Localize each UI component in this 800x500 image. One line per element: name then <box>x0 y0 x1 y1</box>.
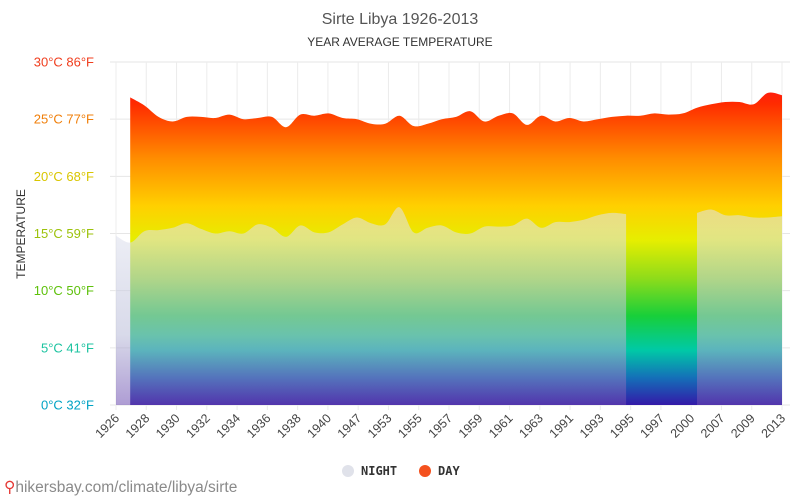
x-tick-label: 1932 <box>183 411 213 441</box>
x-tick-label: 1963 <box>516 411 546 441</box>
x-tick-label: 1955 <box>395 411 425 441</box>
x-tick-label: 2007 <box>698 411 728 441</box>
y-axis-ticks: 0°C 32°F 5°C 41°F 10°C 50°F 15°C 59°F 20°C 6… <box>34 55 94 413</box>
area-night <box>116 207 627 405</box>
chart-title: Sirte Libya 1926-2013 <box>322 11 479 28</box>
x-tick-label: 1995 <box>607 411 637 441</box>
legend-swatch-night <box>342 465 354 477</box>
area-night <box>697 209 782 405</box>
y-tick-label: 0°C 32°F <box>41 398 94 413</box>
x-tick-label: 2000 <box>668 411 698 441</box>
x-tick-label: 1947 <box>335 411 365 441</box>
legend: NIGHT DAY <box>342 464 460 478</box>
plot-areas <box>116 92 782 406</box>
y-tick-label: 25°C 77°F <box>34 112 94 127</box>
chart-subtitle: YEAR AVERAGE TEMPERATURE <box>307 35 492 49</box>
x-tick-label: 1928 <box>123 411 153 441</box>
x-tick-label: 2009 <box>728 411 758 441</box>
x-tick-label: 1997 <box>637 411 667 441</box>
y-tick-label: 5°C 41°F <box>41 340 94 355</box>
x-tick-label: 1957 <box>426 411 456 441</box>
y-tick-label: 15°C 59°F <box>34 226 94 241</box>
x-tick-label: 1926 <box>93 411 123 441</box>
x-axis-ticks: 1926 1928 1930 1932 1934 1936 1938 1940 1947 1953… <box>93 411 789 441</box>
watermark[interactable]: ⚲hikersbay.com/climate/libya/sirte <box>4 478 237 497</box>
legend-item-night[interactable]: NIGHT <box>342 464 397 478</box>
y-tick-label: 30°C 86°F <box>34 55 94 70</box>
y-axis-title: TEMPERATURE <box>14 189 28 279</box>
x-tick-label: 1993 <box>577 411 607 441</box>
legend-label-day: DAY <box>438 464 460 478</box>
x-tick-label: 1959 <box>456 411 486 441</box>
x-tick-label: 1961 <box>486 411 516 441</box>
legend-swatch-day <box>419 465 431 477</box>
x-tick-label: 1930 <box>153 411 183 441</box>
x-tick-label: 1936 <box>244 411 274 441</box>
legend-label-night: NIGHT <box>361 464 397 478</box>
y-tick-label: 20°C 68°F <box>34 169 94 184</box>
legend-item-day[interactable]: DAY <box>419 464 460 478</box>
x-tick-label: 1991 <box>547 411 577 441</box>
y-tick-label: 10°C 50°F <box>34 283 94 298</box>
x-tick-label: 1934 <box>214 411 244 441</box>
x-tick-label: 1953 <box>365 411 395 441</box>
x-tick-label: 1938 <box>274 411 304 441</box>
x-tick-label: 1940 <box>304 411 334 441</box>
watermark-text: hikersbay.com/climate/libya/sirte <box>15 479 238 496</box>
map-pin-icon: ⚲ <box>4 479 16 496</box>
x-tick-label: 2013 <box>759 411 789 441</box>
